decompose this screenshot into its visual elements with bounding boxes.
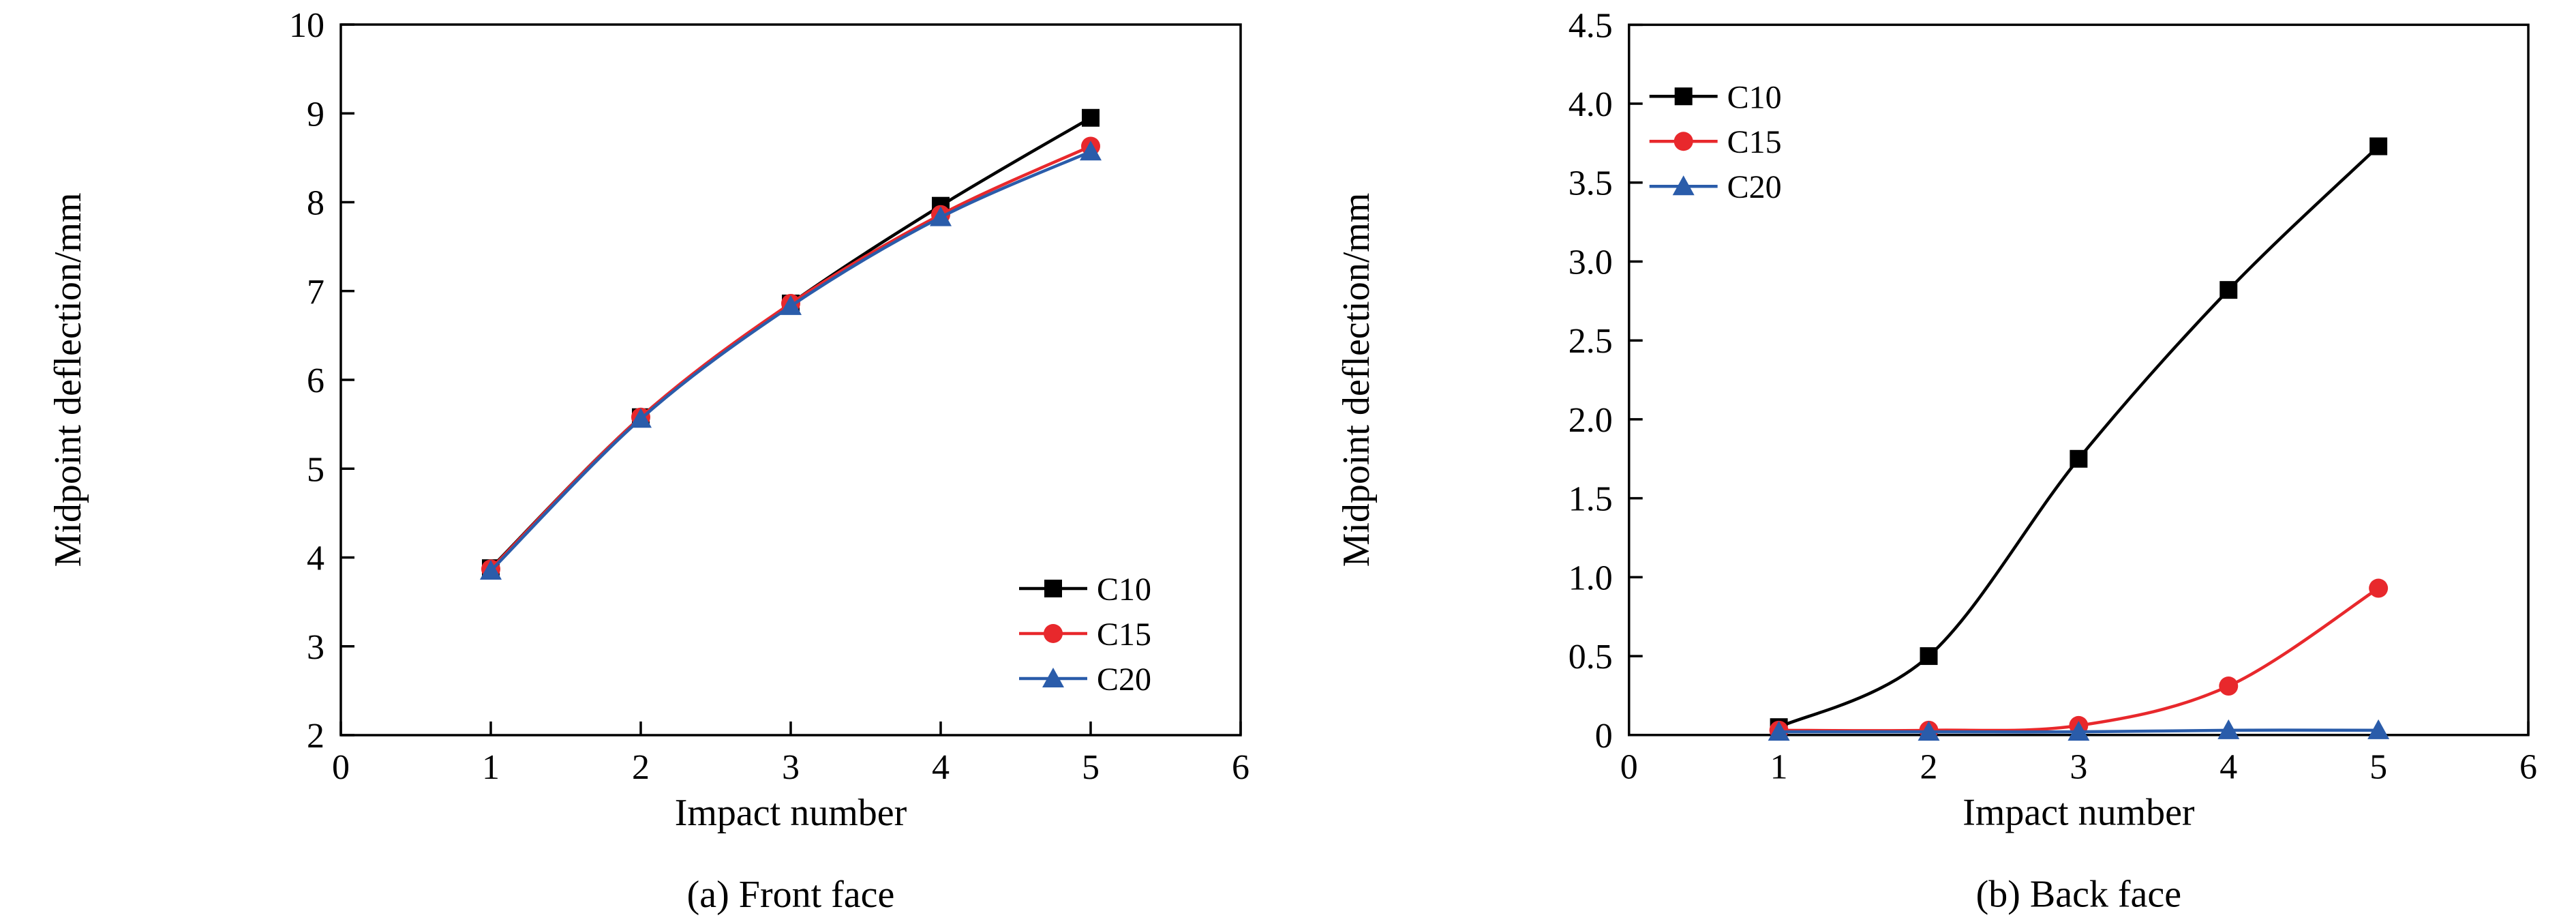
- y-tick-label: 7: [307, 273, 324, 312]
- x-tick-label: 2: [1920, 748, 1938, 787]
- y-tick-label: 8: [307, 184, 324, 223]
- legend-label-C20: C20: [1727, 169, 1782, 205]
- x-tick-label: 3: [782, 748, 800, 787]
- triangle-marker: [480, 560, 502, 580]
- triangle-marker: [2367, 719, 2390, 739]
- triangle-marker: [930, 206, 952, 226]
- x-tick-label: 5: [1082, 748, 1100, 787]
- y-tick-label: 6: [307, 361, 324, 400]
- y-tick-label: 3.5: [1569, 164, 1613, 203]
- legend-label-C10: C10: [1727, 79, 1782, 115]
- y-axis: 2 3 4 5 6 7 8 9 10: [289, 6, 354, 756]
- square-marker: [1674, 87, 1693, 106]
- series-line-C10: [1778, 145, 2380, 729]
- x-tick-label: 6: [1232, 748, 1249, 787]
- legend-label-C15: C15: [1097, 616, 1151, 653]
- series-C20: [1768, 719, 2390, 741]
- x-axis: 0 1 2 3 4 5 6: [332, 722, 1249, 787]
- series-line-C20: [489, 150, 1091, 572]
- legend: C10 C15 C20: [1019, 571, 1151, 698]
- square-marker: [2219, 281, 2238, 299]
- chart-b-back-face: 0 1 2 3 4 5 600.51.01.52.02.53.03.54.04.5C10C1…: [1335, 6, 2537, 916]
- x-tick-label: 6: [2519, 748, 2537, 787]
- triangle-marker: [1918, 721, 1940, 741]
- x-tick-label: 1: [482, 748, 500, 787]
- chart-a-front-face: 0 1 2 3 4 5 6 2 3 4 5 6 7 8 9 10 C10 C15 C20 Impact number…: [47, 6, 1249, 916]
- triangle-marker: [2217, 719, 2240, 739]
- x-tick-label: 2: [632, 748, 650, 787]
- triangle-marker: [1080, 140, 1102, 161]
- series-line-C15: [1778, 586, 2380, 732]
- y-tick-label: 2.0: [1569, 401, 1613, 440]
- y-tick-label: 1.0: [1569, 559, 1613, 597]
- x-tick-label: 1: [1770, 748, 1788, 787]
- series-C15: [481, 136, 1100, 579]
- chart-a-block: 0 1 2 3 4 5 6 2 3 4 5 6 7 8 9 10 C10 C15 C20 Impact number…: [47, 6, 1249, 916]
- series-C10: [482, 108, 1100, 578]
- triangle-marker: [1672, 175, 1695, 196]
- y-tick-label: 9: [307, 95, 324, 134]
- circle-marker: [2219, 676, 2239, 696]
- legend-label-C10: C10: [1097, 571, 1151, 608]
- square-marker: [2070, 449, 2088, 468]
- y-tick-label: 2: [307, 717, 324, 756]
- chart-b-x-axis-title: Impact number: [1963, 792, 2195, 834]
- chart-a-plot-area: 0 1 2 3 4 5 6 2 3 4 5 6 7 8 9 10 C10 C15 C20: [289, 6, 1249, 787]
- y-tick-label: 3: [307, 628, 324, 667]
- y-tick-label: 3.0: [1569, 243, 1613, 282]
- legend-label-C15: C15: [1727, 124, 1782, 160]
- x-axis: 0 1 2 3 4 5 6: [1620, 721, 2537, 787]
- x-tick-label: 4: [932, 748, 950, 787]
- chart-a-caption: (a) Front face: [687, 874, 895, 916]
- x-tick-label: 3: [2070, 748, 2087, 787]
- series-C15: [1769, 578, 2389, 740]
- chart-b-caption: (b) Back face: [1976, 874, 2181, 916]
- series-line-C15: [489, 145, 1091, 571]
- y-tick-label: 2.5: [1569, 322, 1613, 361]
- y-axis: 0 0.5 1.0 1.5 2.0 2.5 3.0 3.5 4.0 4.5: [1569, 6, 1643, 756]
- y-tick-label: 10: [289, 6, 324, 45]
- y-tick-label: 0.5: [1569, 638, 1613, 676]
- circle-marker: [1673, 132, 1693, 151]
- x-tick-label: 0: [1620, 748, 1638, 787]
- x-tick-label: 0: [332, 748, 350, 787]
- y-tick-label: 4: [307, 539, 324, 578]
- y-tick-label: 4.0: [1569, 85, 1613, 124]
- circle-marker: [1044, 624, 1063, 643]
- square-marker: [1920, 647, 1938, 666]
- chart-b-plot-area: 0 1 2 3 4 5 600.51.01.52.02.53.03.54.04.5C10C1…: [1569, 6, 2537, 786]
- y-tick-label: 1.5: [1569, 480, 1613, 519]
- square-marker: [1044, 580, 1062, 597]
- chart-a-x-axis-title: Impact number: [675, 792, 907, 834]
- triangle-marker: [1768, 721, 1790, 741]
- chart-b-y-axis-title: Midpoint deflection/mm: [1335, 193, 1378, 567]
- legend-label-C20: C20: [1097, 661, 1151, 698]
- y-tick-label: 4.5: [1569, 6, 1613, 45]
- series-C20: [480, 140, 1102, 580]
- chart-a-y-axis-title: Midpoint deflection/mm: [47, 192, 89, 567]
- chart-b-block: 0 1 2 3 4 5 6 0 0.5 1.0 1.5 2.0 2.5 3.0 3.5 4.0 4.5 C10 C1…: [1288, 0, 2576, 922]
- x-tick-label: 4: [2219, 748, 2237, 787]
- y-tick-label: 0: [1595, 717, 1613, 756]
- y-tick-label: 5: [307, 450, 324, 489]
- triangle-marker: [2067, 721, 2090, 741]
- triangle-marker: [780, 295, 802, 315]
- circle-marker: [2369, 578, 2389, 598]
- square-marker: [1082, 108, 1100, 127]
- triangle-marker: [630, 408, 652, 428]
- legend: C10 C15 C20: [1649, 79, 1782, 205]
- square-marker: [2369, 137, 2388, 155]
- x-tick-label: 5: [2369, 748, 2387, 787]
- series-C10: [1770, 137, 2388, 737]
- triangle-marker: [1042, 668, 1064, 687]
